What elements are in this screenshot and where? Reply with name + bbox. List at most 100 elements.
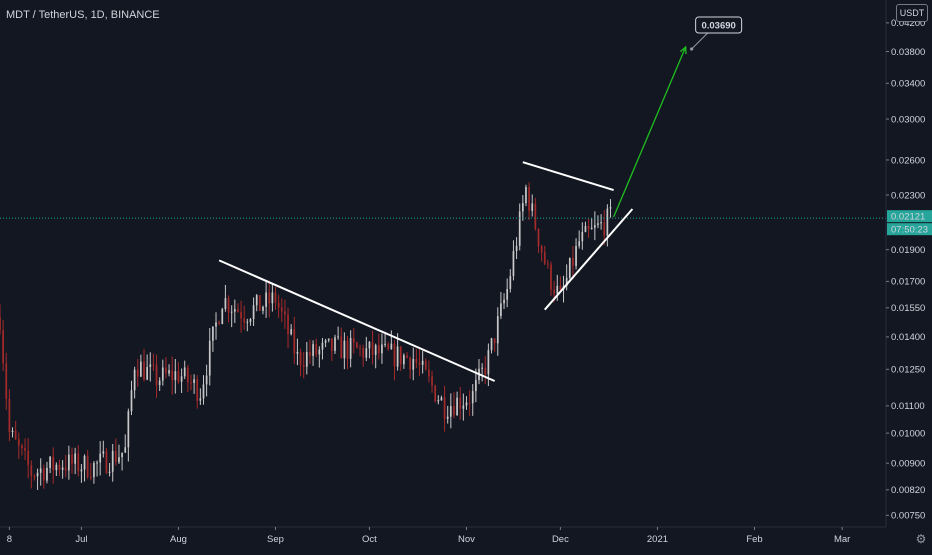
gear-icon[interactable]: ⚙ (915, 532, 927, 546)
candle (8, 389, 11, 442)
candle (437, 395, 440, 405)
candle (158, 377, 161, 392)
candle (409, 356, 411, 379)
y-tick-label: 0.01000 (891, 428, 925, 439)
candle (143, 348, 145, 382)
candle (387, 341, 390, 351)
candle (597, 215, 599, 229)
candle (5, 352, 8, 410)
candle (590, 218, 593, 230)
candle (475, 368, 477, 403)
projection-arrow[interactable] (613, 46, 687, 218)
candle (559, 276, 562, 292)
candle (434, 384, 437, 403)
candle (127, 408, 130, 462)
candle (130, 380, 133, 416)
candle (424, 358, 427, 371)
candle (318, 346, 321, 368)
y-tick-label: 0.00750 (891, 511, 925, 522)
trend-line-descending-resistance[interactable] (218, 259, 496, 382)
y-tick-label: 0.01250 (891, 365, 925, 376)
candle (52, 447, 55, 484)
x-tick-label: Aug (170, 534, 187, 545)
candle (215, 312, 217, 340)
candle (356, 341, 358, 349)
currency-button[interactable]: USDT (896, 4, 928, 22)
candle (568, 257, 571, 280)
candle (118, 444, 120, 464)
candle (330, 338, 333, 361)
candle (468, 390, 471, 416)
candle (346, 335, 349, 370)
y-tick-label: 0.01100 (891, 401, 925, 412)
candle (509, 269, 512, 293)
candle (2, 320, 4, 372)
last-price-tag (887, 210, 932, 223)
candle (274, 286, 277, 310)
candle (265, 281, 267, 318)
candle (462, 393, 465, 421)
candle (581, 222, 584, 250)
y-tick-label: 0.03400 (891, 79, 925, 90)
countdown-tag (887, 223, 932, 236)
candle (550, 261, 552, 296)
candle (287, 307, 289, 349)
x-tick-label: 2021 (647, 534, 668, 545)
candle (471, 384, 474, 416)
candle (381, 333, 383, 364)
candle (503, 293, 505, 309)
candle (500, 292, 502, 320)
candle (365, 336, 368, 362)
candle (315, 338, 318, 358)
candle (93, 460, 95, 484)
last-price-value: 0.02121 (891, 212, 925, 223)
candle (547, 259, 549, 269)
y-tick-label: 0.01700 (891, 277, 925, 288)
candle (572, 246, 574, 280)
candle (180, 368, 183, 394)
candle (64, 454, 67, 478)
candle (593, 211, 596, 241)
trend-line-triangle-upper[interactable] (522, 161, 614, 192)
candle (327, 338, 330, 343)
candle (484, 355, 487, 384)
candle (506, 278, 509, 308)
candle (21, 443, 23, 456)
candle (11, 427, 14, 438)
candle (49, 455, 51, 474)
candle (459, 387, 462, 420)
target-label-box[interactable] (695, 16, 743, 34)
candle (277, 294, 280, 318)
candle (114, 438, 117, 466)
trend-line-triangle-lower[interactable] (543, 208, 634, 311)
candle (152, 353, 155, 371)
candle (255, 294, 258, 312)
candle (337, 326, 339, 340)
candle (440, 395, 443, 401)
x-tick-label: Mar (834, 534, 850, 545)
candle (105, 447, 108, 475)
candle (46, 461, 48, 484)
candle (212, 326, 214, 352)
candle (61, 460, 64, 479)
candle (89, 462, 92, 481)
candle (140, 354, 142, 378)
candle (349, 330, 352, 368)
candle (24, 438, 26, 461)
candle (415, 349, 418, 369)
candle (393, 340, 396, 381)
candle (518, 203, 521, 251)
candle (227, 295, 230, 323)
projection-arrowhead (679, 45, 687, 55)
candle (171, 356, 174, 395)
x-tick-label: Oct (362, 534, 377, 545)
candle (243, 305, 246, 330)
candle (80, 463, 83, 483)
candle (174, 359, 177, 394)
y-tick-label: 0.01900 (891, 245, 925, 256)
y-tick-label: 0.01550 (891, 303, 925, 314)
y-tick-label: 0.02300 (891, 190, 925, 201)
candle (362, 344, 365, 367)
